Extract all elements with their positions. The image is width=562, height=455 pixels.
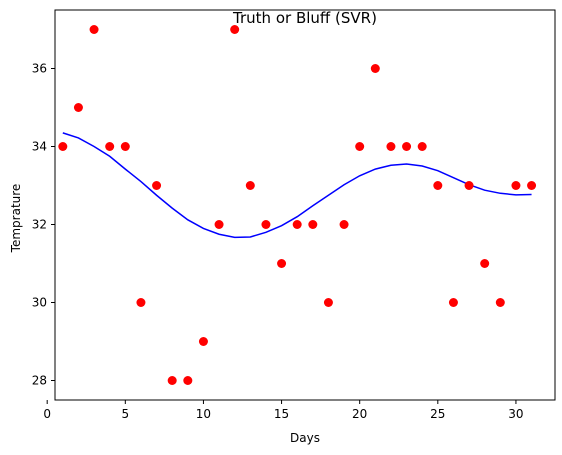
data-point (73, 103, 83, 112)
x-tick-label: 10 (196, 407, 211, 421)
data-point (323, 298, 333, 307)
x-tick-label: 15 (274, 407, 289, 421)
data-point (89, 25, 99, 34)
x-tick-label: 0 (43, 407, 51, 421)
data-point (355, 142, 365, 151)
data-point (167, 376, 177, 385)
data-point (245, 181, 255, 190)
data-point (183, 376, 193, 385)
data-point (417, 142, 427, 151)
data-point (230, 25, 240, 34)
data-point (120, 142, 130, 151)
x-tick-label: 30 (508, 407, 523, 421)
data-point (386, 142, 396, 151)
data-point (198, 337, 208, 346)
axis-ticks: 0 5 10 15 20 25 30 28 30 32 34 36 (32, 62, 524, 422)
data-point (214, 220, 224, 229)
x-tick-label: 20 (352, 407, 367, 421)
chart-title: Truth or Bluff (SVR) (232, 9, 377, 27)
data-point (480, 259, 490, 268)
data-point (152, 181, 162, 190)
data-point (277, 259, 287, 268)
plot-frame (54, 9, 556, 401)
x-axis-label: Days (290, 431, 320, 445)
data-point (402, 142, 412, 151)
y-tick-label: 32 (32, 218, 47, 232)
data-point (339, 220, 349, 229)
x-tick-label: 5 (121, 407, 129, 421)
data-point (292, 220, 302, 229)
svr-prediction-line (62, 132, 532, 239)
data-point (136, 298, 146, 307)
chart-marks (58, 25, 537, 385)
data-point (105, 142, 115, 151)
data-point (495, 298, 505, 307)
data-point (58, 142, 68, 151)
y-tick-label: 34 (32, 140, 47, 154)
y-tick-label: 28 (32, 374, 47, 388)
x-tick-label: 25 (430, 407, 445, 421)
data-point (433, 181, 443, 190)
plot-area-background (55, 10, 555, 400)
data-point (527, 181, 537, 190)
data-point (261, 220, 271, 229)
y-axis-label: Temprature (9, 184, 23, 254)
data-point (308, 220, 318, 229)
y-tick-label: 36 (32, 62, 47, 76)
data-point (511, 181, 521, 190)
data-point (370, 64, 380, 73)
data-point (464, 181, 474, 190)
y-tick-label: 30 (32, 296, 47, 310)
data-point (448, 298, 458, 307)
